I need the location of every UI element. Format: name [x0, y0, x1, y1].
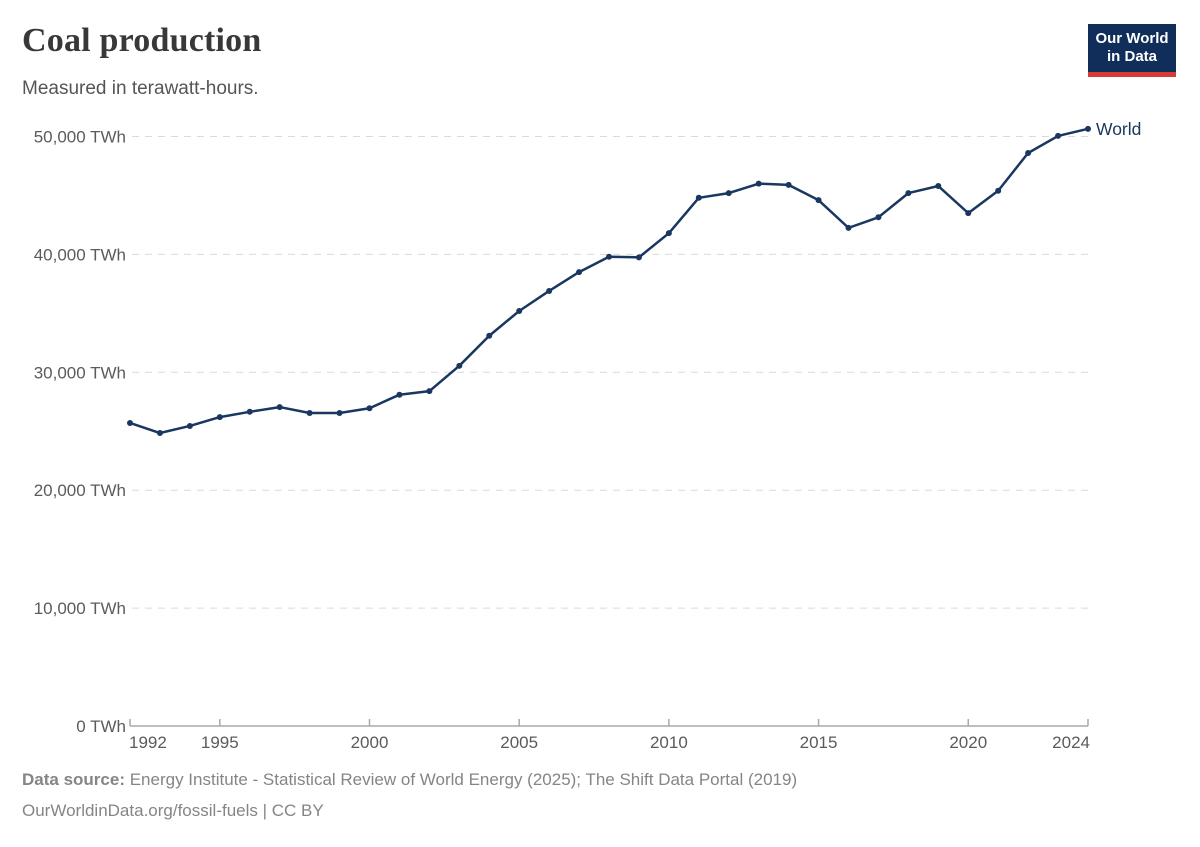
series-line-world — [128, 127, 1090, 435]
data-point-world-2020 — [965, 210, 972, 217]
data-point-world-2015 — [815, 197, 822, 204]
y-axis-label-40000: 40,000 TWh — [34, 245, 126, 264]
x-axis-label-1992: 1992 — [129, 733, 167, 752]
data-point-world-2022 — [1025, 150, 1032, 157]
license-line: OurWorldinData.org/fossil-fuels | CC BY — [22, 801, 324, 820]
chart-subtitle: Measured in terawatt-hours. — [22, 78, 259, 99]
data-point-world-2007 — [576, 269, 583, 276]
x-axis-label-2020: 2020 — [949, 733, 987, 752]
data-point-world-2005 — [516, 307, 523, 314]
x-axis-label-2000: 2000 — [351, 733, 389, 752]
data-point-world-2010 — [665, 230, 672, 237]
data-point-world-2004 — [486, 332, 493, 339]
data-point-world-2009 — [635, 254, 642, 261]
data-point-world-1997 — [276, 404, 283, 411]
data-point-world-2014 — [785, 181, 792, 188]
data-point-world-2024 — [1085, 125, 1091, 132]
y-axis-label-50000: 50,000 TWh — [34, 128, 126, 147]
data-point-world-2023 — [1055, 132, 1062, 139]
chart-footer: Data source: Energy Institute - Statisti… — [22, 764, 1022, 826]
x-axis-label-2015: 2015 — [800, 733, 838, 752]
data-point-world-2016 — [845, 224, 852, 231]
owid-logo[interactable]: Our World in Data — [1088, 24, 1176, 77]
owid-logo-line2: in Data — [1106, 48, 1157, 65]
data-point-world-2002 — [426, 388, 433, 395]
data-point-world-2018 — [905, 190, 912, 197]
data-point-world-2017 — [875, 214, 882, 221]
y-axis-label-30000: 30,000 TWh — [34, 363, 126, 382]
data-point-world-2008 — [606, 253, 612, 260]
data-point-world-2000 — [366, 405, 373, 412]
data-point-world-1998 — [306, 409, 313, 416]
data-point-world-1994 — [186, 422, 193, 429]
data-point-world-1995 — [216, 414, 223, 421]
data-point-world-1992 — [127, 419, 133, 426]
data-source-text: Energy Institute - Statistical Review of… — [124, 770, 798, 789]
data-point-world-2021 — [995, 187, 1002, 194]
owid-logo-line1: Our World — [1095, 30, 1169, 47]
data-point-world-2012 — [725, 190, 732, 197]
x-axis-label-2005: 2005 — [500, 733, 538, 752]
data-point-world-2013 — [755, 180, 762, 187]
data-point-world-1996 — [246, 408, 253, 415]
y-axis-label-10000: 10,000 TWh — [34, 599, 126, 618]
x-axis-label-1995: 1995 — [201, 733, 239, 752]
y-axis-label-20000: 20,000 TWh — [34, 481, 126, 500]
data-point-world-1999 — [336, 409, 343, 416]
x-axis-label-2024: 2024 — [1052, 733, 1090, 752]
data-source-line: Data source: Energy Institute - Statisti… — [22, 764, 1022, 795]
y-axis-label-0: 0 TWh — [76, 717, 126, 736]
data-point-world-2006 — [546, 287, 553, 294]
data-point-world-1993 — [156, 430, 163, 437]
data-source-label: Data source: — [22, 770, 125, 789]
data-point-world-2001 — [396, 391, 403, 398]
data-point-world-2019 — [935, 183, 942, 190]
series-label-world: World — [1096, 119, 1141, 139]
page-title: Coal production — [22, 22, 262, 59]
data-point-world-2003 — [456, 362, 463, 369]
data-point-world-2011 — [695, 194, 702, 201]
x-axis-label-2010: 2010 — [650, 733, 688, 752]
